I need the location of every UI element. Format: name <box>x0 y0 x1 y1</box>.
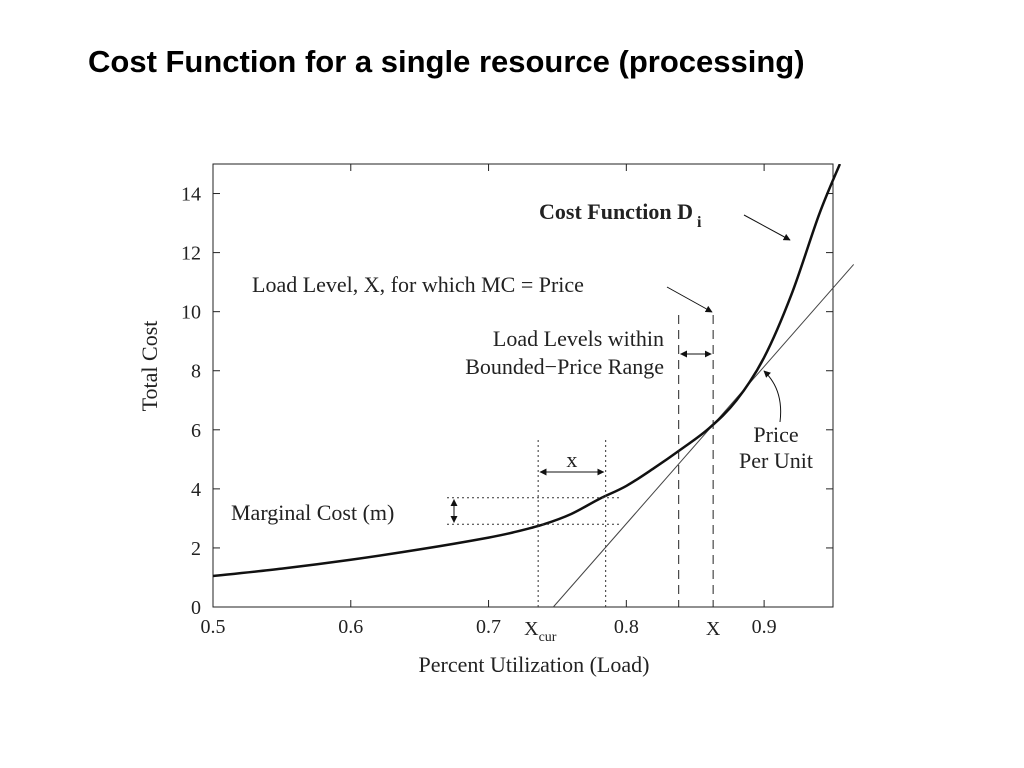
slide-title: Cost Function for a single resource (pro… <box>88 44 805 79</box>
x-tick-label: 0.7 <box>476 616 501 638</box>
y-tick-label: 0 <box>191 597 201 619</box>
delta-x-label: x <box>566 447 577 472</box>
bounded-range-label-line2: Bounded−Price Range <box>465 354 664 379</box>
load-level-pointer <box>666 286 713 313</box>
plot-frame <box>212 163 834 608</box>
x-tick-label: 0.9 <box>752 616 777 638</box>
cost-function-pointer <box>743 214 791 241</box>
cost-function-subscript: i <box>697 214 702 231</box>
x-tick-label: 0.6 <box>338 616 363 638</box>
marginal-cost-label: Marginal Cost (m) <box>231 500 394 525</box>
y-tick-label: 10 <box>181 302 201 324</box>
x-tick-label: 0.8 <box>614 616 639 638</box>
x-axis-title: Percent Utilization (Load) <box>419 652 650 677</box>
y-tick-label: 2 <box>191 538 201 560</box>
y-axis-title: Total Cost <box>137 321 162 412</box>
load-level-label: Load Level, X, for which MC = Price <box>252 272 584 297</box>
price-label-line1: Price <box>753 422 798 447</box>
y-tick-label: 14 <box>181 184 201 206</box>
y-tick-label: 6 <box>191 420 201 442</box>
y-tick-label: 4 <box>191 479 201 501</box>
series-cost-function <box>213 164 842 578</box>
x-cur-main: X <box>524 618 539 640</box>
x-upper-label: X <box>706 618 721 640</box>
x-cur-label: Xcur <box>524 618 557 645</box>
y-tick-label: 8 <box>191 361 201 383</box>
bounded-range-label-line1: Load Levels within <box>493 326 664 351</box>
price-pointer <box>763 370 782 423</box>
x-cur-subscript: cur <box>539 630 557 645</box>
series-price-per-unit <box>552 264 855 608</box>
x-tick-label: 0.5 <box>201 616 226 638</box>
y-tick-label: 12 <box>181 243 201 265</box>
cost-function-name: Cost Function D <box>539 199 693 224</box>
price-label-line2: Per Unit <box>739 448 813 473</box>
